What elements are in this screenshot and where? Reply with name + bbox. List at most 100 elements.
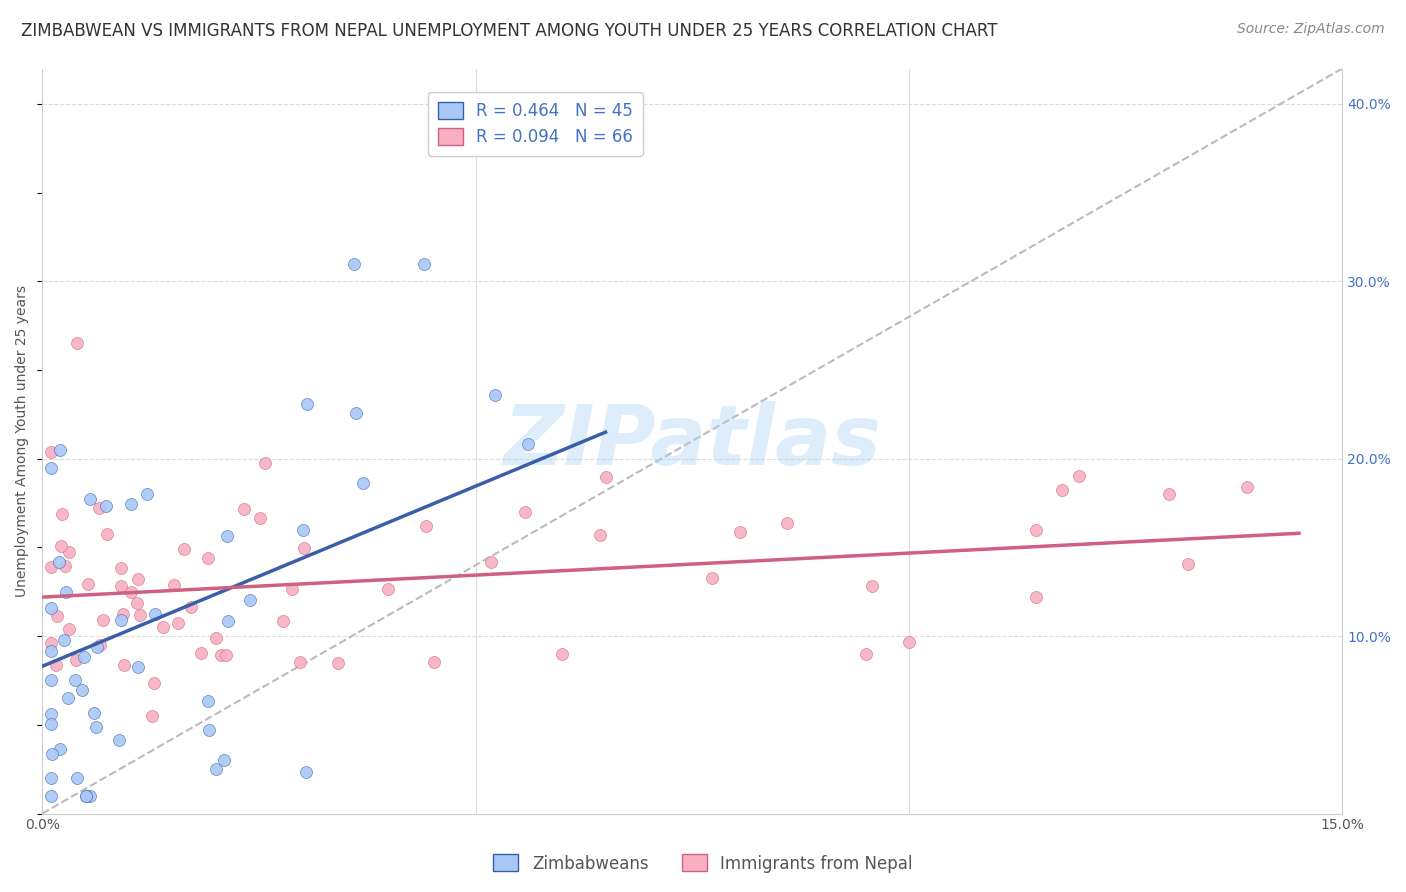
Point (180, 599, 202, 614)
Point (776, 516, 799, 531)
Point (70, 683, 93, 698)
Point (163, 578, 186, 592)
Point (860, 579, 883, 593)
Point (66, 771, 89, 785)
Point (352, 475, 374, 490)
Point (700, 571, 723, 585)
Point (292, 523, 315, 537)
Point (166, 615, 188, 630)
Point (110, 561, 132, 575)
Point (209, 648, 232, 662)
Point (1236, 480, 1258, 494)
Point (77, 577, 100, 591)
Point (215, 529, 238, 543)
Point (45, 658, 67, 673)
Point (346, 406, 368, 420)
Point (39, 560, 62, 574)
Point (288, 655, 311, 669)
Point (197, 551, 219, 566)
Point (173, 542, 195, 557)
Point (52, 633, 75, 648)
Point (46, 609, 69, 624)
Point (217, 614, 239, 628)
Point (41, 747, 63, 762)
Point (204, 762, 226, 776)
Point (377, 582, 399, 597)
Text: ZIPatlas: ZIPatlas (503, 401, 882, 482)
Point (897, 634, 920, 648)
Point (84, 720, 107, 734)
Point (110, 579, 132, 593)
Point (484, 388, 506, 402)
Point (96, 526, 118, 541)
Point (249, 510, 271, 524)
Point (128, 608, 150, 623)
Point (517, 437, 540, 451)
Point (75, 789, 97, 803)
Point (39, 636, 62, 650)
Point (49, 742, 72, 756)
Point (595, 469, 617, 483)
Point (120, 585, 142, 599)
Point (271, 615, 294, 629)
Point (214, 648, 236, 662)
Point (254, 456, 277, 470)
Point (79, 789, 101, 803)
Text: ZIMBABWEAN VS IMMIGRANTS FROM NEPAL UNEMPLOYMENT AMONG YOUTH UNDER 25 YEARS CORR: ZIMBABWEAN VS IMMIGRANTS FROM NEPAL UNEM… (21, 22, 998, 40)
Point (39, 601, 62, 615)
Text: Source: ZipAtlas.com: Source: ZipAtlas.com (1237, 22, 1385, 37)
Point (112, 658, 135, 673)
Point (127, 572, 149, 586)
Point (197, 694, 219, 708)
Point (295, 397, 318, 411)
Point (1157, 487, 1180, 501)
Point (127, 660, 149, 674)
Point (110, 613, 132, 627)
Point (75, 789, 97, 803)
Point (65, 673, 87, 687)
Point (212, 753, 235, 767)
Point (108, 733, 131, 747)
Point (233, 501, 256, 516)
Point (55, 585, 77, 599)
Point (39, 771, 62, 785)
Point (143, 607, 166, 621)
Point (136, 487, 159, 501)
Point (295, 764, 318, 779)
Point (190, 647, 212, 661)
Point (39, 673, 62, 688)
Point (515, 505, 537, 519)
Point (89, 638, 111, 652)
Point (205, 631, 228, 645)
Point (239, 593, 262, 607)
Point (58, 545, 80, 559)
Point (198, 723, 221, 737)
Point (855, 647, 877, 661)
Point (143, 676, 166, 690)
Legend: R = 0.464   N = 45, R = 0.094   N = 66: R = 0.464 N = 45, R = 0.094 N = 66 (427, 92, 643, 156)
Point (65, 652, 87, 666)
Point (51, 507, 73, 521)
Point (58, 623, 80, 637)
Point (326, 656, 349, 670)
Point (51, 539, 73, 553)
Point (39, 789, 62, 803)
Point (53, 559, 76, 574)
Point (112, 607, 135, 621)
Point (94, 500, 117, 514)
Point (1050, 483, 1073, 497)
Point (39, 460, 62, 475)
Point (91, 613, 114, 627)
Point (87, 500, 110, 515)
Point (292, 541, 315, 555)
Point (730, 525, 752, 540)
Point (58, 691, 80, 706)
Point (479, 555, 502, 569)
Point (39, 445, 62, 459)
Point (412, 257, 434, 271)
Point (551, 647, 574, 661)
Point (280, 582, 302, 597)
Point (422, 656, 444, 670)
Point (1067, 468, 1090, 483)
Point (39, 716, 62, 731)
